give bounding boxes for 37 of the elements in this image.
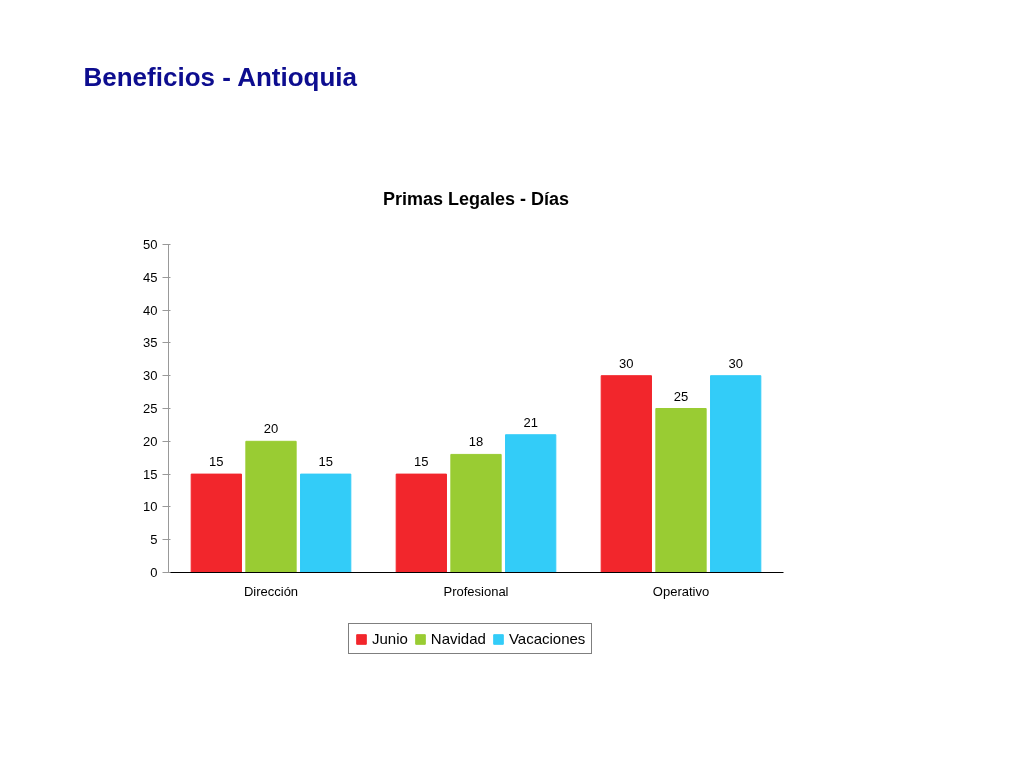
y-tick-label: 10 <box>143 499 158 515</box>
bar <box>245 440 297 573</box>
bar <box>505 434 557 573</box>
data-label: 21 <box>523 414 538 430</box>
y-tick-label: 40 <box>143 302 158 318</box>
legend-label: Vacaciones <box>508 630 586 647</box>
y-tick-label: 25 <box>143 401 158 416</box>
data-label: 15 <box>318 454 333 470</box>
bar <box>300 473 352 573</box>
legend-label: Junio <box>372 630 408 647</box>
y-tick-label: 20 <box>143 433 158 449</box>
bar <box>450 453 502 573</box>
bar <box>600 375 652 573</box>
bar <box>190 473 242 573</box>
legend-label: Navidad <box>430 630 486 647</box>
y-tick-label: 30 <box>143 368 158 384</box>
chart-subtitle: Primas Legales - Días <box>382 188 570 209</box>
y-tick-label: 45 <box>143 269 158 285</box>
bar <box>710 375 762 573</box>
data-label: 15 <box>414 454 429 470</box>
y-tick-label: 15 <box>143 466 158 482</box>
x-tick-label: Dirección <box>243 583 299 599</box>
y-tick-label: 35 <box>143 335 158 351</box>
y-tick-label: 5 <box>150 532 158 548</box>
data-label: 15 <box>209 454 224 470</box>
bar <box>655 408 707 573</box>
data-label: 20 <box>263 421 279 437</box>
chart-title: Beneficios - Antioquia <box>83 61 358 92</box>
data-label: 25 <box>673 388 689 404</box>
x-tick-label: Operativo <box>652 583 710 599</box>
bar <box>395 473 447 573</box>
data-label: 30 <box>728 355 743 371</box>
data-label: 18 <box>468 434 484 450</box>
data-label: 30 <box>619 355 634 371</box>
y-tick-label: 50 <box>143 237 158 252</box>
y-tick-label: 0 <box>150 565 158 580</box>
x-tick-label: Profesional <box>443 583 509 599</box>
